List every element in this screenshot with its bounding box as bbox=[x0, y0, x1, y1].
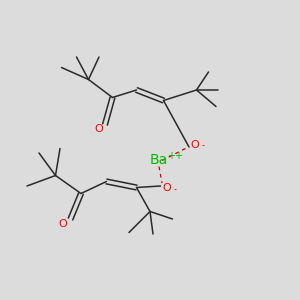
Text: O: O bbox=[162, 183, 171, 194]
Text: O: O bbox=[94, 124, 103, 134]
Text: ++: ++ bbox=[167, 151, 183, 161]
Text: Ba: Ba bbox=[150, 154, 168, 167]
Text: O: O bbox=[190, 140, 200, 150]
Text: -: - bbox=[173, 185, 176, 194]
Text: O: O bbox=[58, 219, 68, 230]
Text: -: - bbox=[202, 142, 205, 151]
